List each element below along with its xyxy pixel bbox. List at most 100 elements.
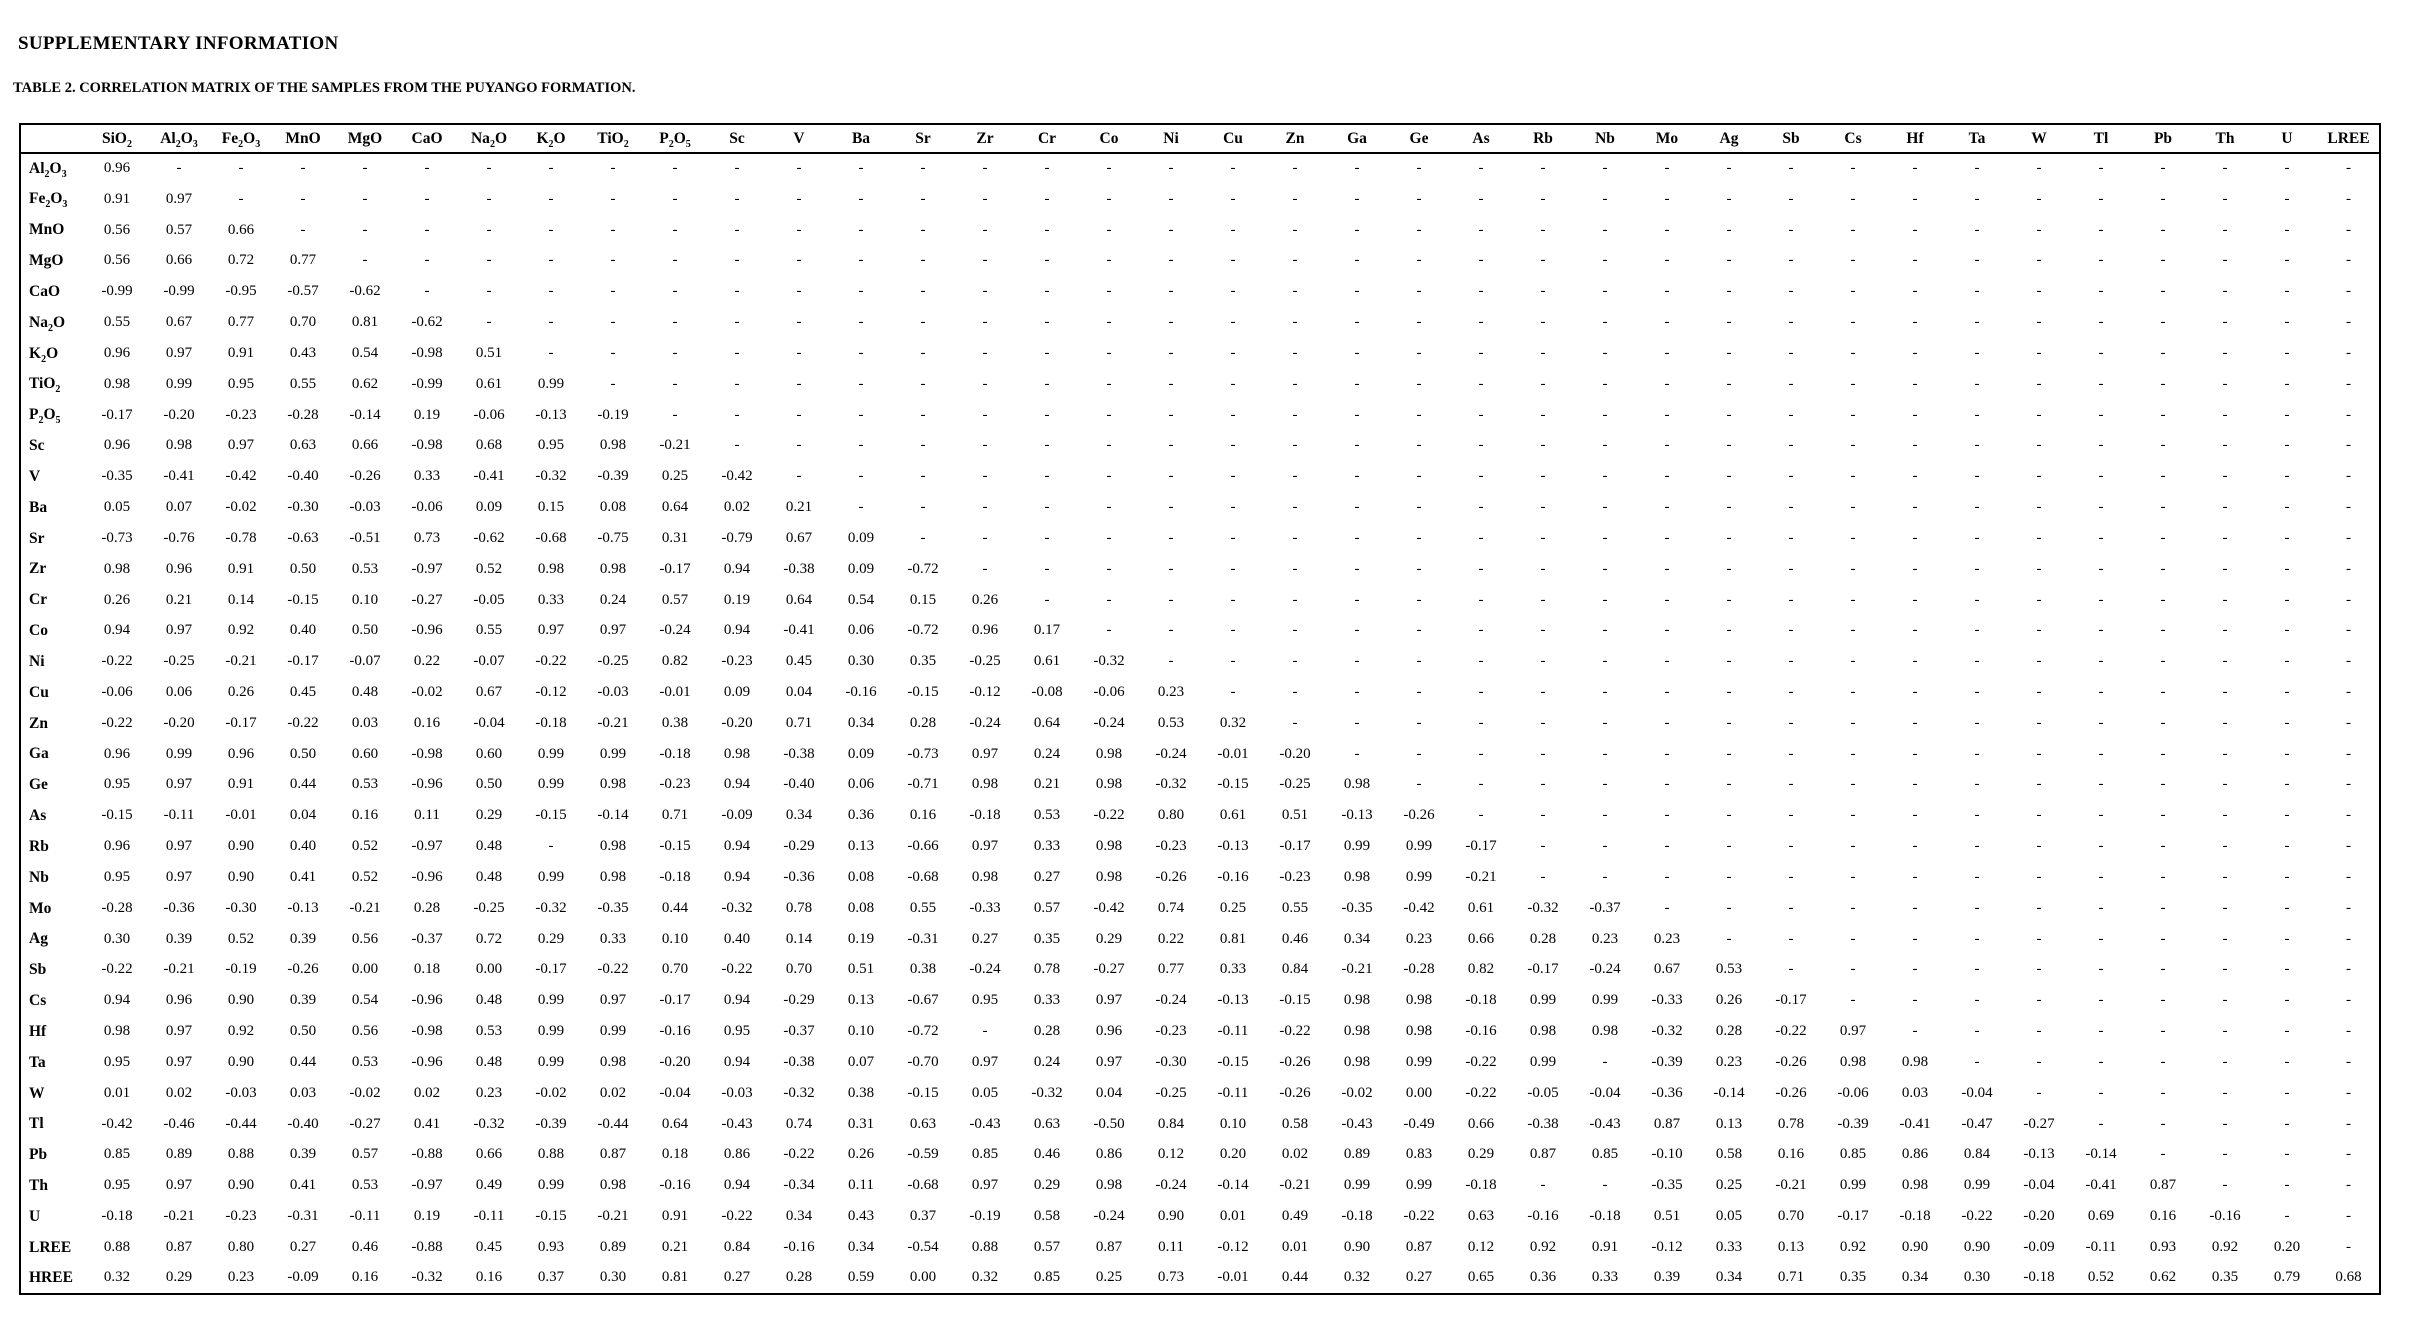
table-cell: - xyxy=(1230,653,1236,670)
table-cell: - xyxy=(982,190,988,207)
table-cell: - xyxy=(1292,314,1298,331)
table-cell: 0.99 xyxy=(537,375,565,392)
table-cell: -0.99 xyxy=(163,283,195,300)
table-cell: -0.22 xyxy=(597,961,629,978)
table-cell: -0.15 xyxy=(101,807,133,824)
column-header: As xyxy=(1450,124,1512,154)
table-cell: 0.97 xyxy=(599,992,627,1009)
table-cell: 0.18 xyxy=(661,1146,689,1163)
table-cell: - xyxy=(2160,930,2166,947)
table-cell: 0.18 xyxy=(413,961,441,978)
table-cell: -0.21 xyxy=(349,899,381,916)
row-header: HREE xyxy=(29,1268,73,1286)
table-cell: 0.98 xyxy=(723,745,751,762)
table-cell: 0.85 xyxy=(103,1146,131,1163)
table-cell: - xyxy=(2098,283,2104,300)
table-cell: 0.53 xyxy=(351,1177,379,1194)
table-cell: 0.51 xyxy=(1281,807,1309,824)
table-cell: - xyxy=(1540,468,1546,485)
table-cell: -0.24 xyxy=(1589,961,1621,978)
table-cell: - xyxy=(1602,807,1608,824)
row-header: Fe2O3 xyxy=(29,190,68,211)
table-cell: 0.98 xyxy=(599,776,627,793)
table-cell: - xyxy=(2346,468,2351,485)
table-cell: -0.25 xyxy=(473,899,505,916)
table-cell: - xyxy=(424,252,430,269)
table-cell: - xyxy=(1168,529,1174,546)
table-cell: - xyxy=(1416,499,1422,516)
table-cell: 0.88 xyxy=(971,1238,999,1255)
table-cell: - xyxy=(1850,745,1856,762)
table-cell: 0.56 xyxy=(103,221,131,238)
table-cell: - xyxy=(1974,776,1980,793)
table-cell: - xyxy=(2346,992,2351,1009)
table-cell: 0.98 xyxy=(971,776,999,793)
table-cell: - xyxy=(1602,838,1608,855)
table-cell: - xyxy=(858,190,864,207)
table-cell: 0.09 xyxy=(847,529,875,546)
table-cell: - xyxy=(858,499,864,516)
table-cell: - xyxy=(2346,1146,2351,1163)
table-cell: 0.80 xyxy=(227,1238,255,1255)
table-cell: 0.28 xyxy=(1033,1023,1061,1040)
table-cell: 0.46 xyxy=(351,1238,379,1255)
table-cell: - xyxy=(982,160,988,177)
table-cell: -0.26 xyxy=(1775,1053,1807,1070)
column-header: Ni xyxy=(1140,124,1202,154)
table-cell: - xyxy=(1478,190,1484,207)
table-cell: - xyxy=(1726,899,1732,916)
table-cell: 0.63 xyxy=(1467,1208,1495,1225)
table-cell: 0.97 xyxy=(1095,992,1123,1009)
table-cell: - xyxy=(1354,468,1360,485)
table-cell: - xyxy=(1044,591,1050,608)
table-cell: - xyxy=(1168,653,1174,670)
column-header: Pb xyxy=(2132,124,2194,154)
row-header: Na2O xyxy=(29,313,66,334)
table-cell: - xyxy=(1912,160,1918,177)
table-cell: 0.97 xyxy=(165,868,193,885)
table-cell: -0.19 xyxy=(969,1208,1001,1225)
table-cell: - xyxy=(2222,591,2228,608)
table-cell: - xyxy=(2346,437,2351,454)
table-cell: - xyxy=(1664,160,1670,177)
table-cell: - xyxy=(362,160,368,177)
table-cell: - xyxy=(1292,252,1298,269)
table-cell: 0.45 xyxy=(785,653,813,670)
table-cell: -0.15 xyxy=(907,683,939,700)
table-cell: 0.92 xyxy=(227,622,255,639)
table-cell: - xyxy=(1602,406,1608,423)
table-cell: 0.34 xyxy=(1901,1269,1929,1286)
table-cell: 0.00 xyxy=(351,961,379,978)
table-cell: -0.27 xyxy=(349,1115,381,1132)
table-cell: - xyxy=(1168,437,1174,454)
table-cell: - xyxy=(734,437,740,454)
table-row: Al2O3 0.96 - - - - - - - - - - - - - - - - - - - - - - - - - - - - - - -… xyxy=(20,153,2380,184)
table-cell: - xyxy=(1912,468,1918,485)
table-cell: - xyxy=(1168,221,1174,238)
table-cell: 0.15 xyxy=(909,591,937,608)
row-header: Th xyxy=(29,1176,48,1194)
table-cell: - xyxy=(1912,868,1918,885)
table-cell: - xyxy=(2222,190,2228,207)
column-header: K2O xyxy=(520,124,582,154)
column-header: Hf xyxy=(1884,124,1946,154)
table-cell: -0.20 xyxy=(659,1053,691,1070)
table-cell: - xyxy=(2222,283,2228,300)
table-cell: -0.06 xyxy=(473,406,505,423)
table-cell: -0.13 xyxy=(535,406,567,423)
table-cell: 0.44 xyxy=(661,899,689,916)
table-cell: 0.98 xyxy=(1095,868,1123,885)
table-cell: -0.15 xyxy=(1217,776,1249,793)
table-cell: 0.25 xyxy=(1095,1269,1123,1286)
table-cell: 0.96 xyxy=(103,838,131,855)
table-cell: - xyxy=(1230,314,1236,331)
table-cell: - xyxy=(1540,314,1546,331)
table-cell: - xyxy=(1478,314,1484,331)
table-cell: -0.28 xyxy=(101,899,133,916)
table-cell: - xyxy=(1416,406,1422,423)
table-cell: - xyxy=(1602,591,1608,608)
row-header: U xyxy=(29,1207,41,1225)
table-cell: - xyxy=(1726,283,1732,300)
table-cell: - xyxy=(1540,252,1546,269)
table-cell: - xyxy=(1292,190,1298,207)
